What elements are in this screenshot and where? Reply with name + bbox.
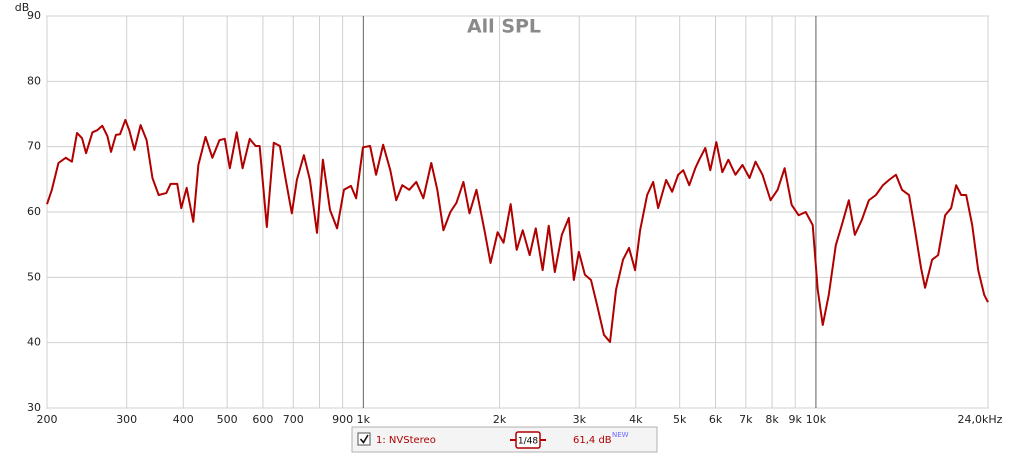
x-tick-label: 200 [37, 413, 58, 426]
y-tick-label: 30 [27, 401, 41, 414]
series-line [46, 118, 989, 344]
x-tick-label: 7k [739, 413, 753, 426]
x-tick-label: 500 [217, 413, 238, 426]
x-tick-label: 300 [116, 413, 137, 426]
y-tick-label: 60 [27, 205, 41, 218]
x-tick-label: 9k [789, 413, 803, 426]
badge: NEW [612, 431, 629, 439]
marks [46, 118, 989, 344]
checkmark [359, 434, 369, 444]
x-tick-label: 4k [629, 413, 643, 426]
x-tick-label: 5k [673, 413, 687, 426]
chart-title: All SPL [467, 16, 541, 38]
x-tick-label: 700 [283, 413, 304, 426]
y-axis-label: dB [15, 1, 30, 14]
x-tick-label: 24,0kHz [958, 413, 1003, 426]
x-tick-label: 6k [709, 413, 723, 426]
y-tick-label: 40 [27, 336, 41, 349]
smoothing-label: 1/48 [518, 437, 538, 447]
y-tick-label: 80 [27, 74, 41, 87]
smoothing-box[interactable] [515, 431, 541, 449]
y-tick-label: 50 [27, 270, 41, 283]
x-tick-label: 2k [493, 413, 507, 426]
x-tick-label: 900 [332, 413, 353, 426]
x-tick-label: 3k [573, 413, 587, 426]
x-tick-label: 600 [252, 413, 273, 426]
y-tick-label: 70 [27, 140, 41, 153]
readout: 61,4 dB [573, 435, 612, 446]
y-tick-label: 90 [27, 9, 41, 22]
x-tick-label: 8k [765, 413, 779, 426]
x-tick-label: 400 [173, 413, 194, 426]
x-tick-label: 1k [357, 413, 371, 426]
legend-box [351, 426, 658, 453]
legend-label[interactable]: 1: NVStereo [376, 435, 436, 446]
x-tick-label: 10k [806, 413, 827, 426]
